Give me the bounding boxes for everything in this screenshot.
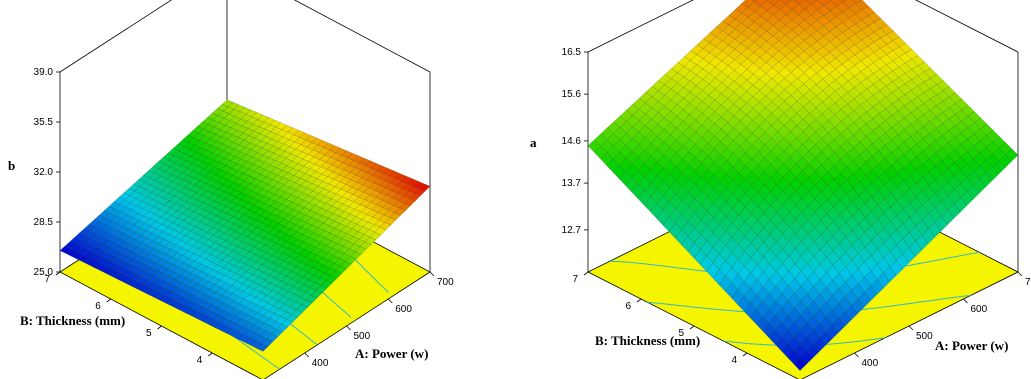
x-tick-label: 700 — [437, 277, 454, 288]
y-tick-label: 4 — [197, 355, 203, 366]
y-tick-label: 6 — [95, 301, 101, 312]
x-tick-label: 600 — [395, 304, 412, 315]
y-tick-label: 4 — [731, 355, 737, 366]
y-axis-label: B: Thickness (mm) — [20, 313, 125, 328]
x-tick-mark — [908, 325, 914, 331]
x-axis-label: A: Power (w) — [355, 346, 428, 361]
y-tick-label: 5 — [678, 328, 684, 339]
surface-chart-b: 25.028.532.035.539.030040050060070034567… — [8, 0, 454, 379]
z-tick-label: 25.0 — [34, 267, 54, 278]
y-tick-mark — [208, 352, 213, 357]
z-tick-label: 14.6 — [562, 136, 582, 147]
right-wall-top-edge — [915, 0, 1019, 53]
x-tick-mark — [963, 298, 968, 304]
y-tick-label: 5 — [146, 328, 152, 339]
left-wall-top-edge — [59, 0, 173, 73]
surface-chart-a: 12.713.714.615.616.530040050060070034567… — [530, 0, 1031, 379]
x-tick-mark — [1017, 271, 1023, 277]
y-tick-mark — [636, 298, 642, 303]
z-tick-label: 39.0 — [34, 67, 54, 78]
z-axis-label: a — [530, 135, 537, 150]
x-tick-label: 700 — [1025, 277, 1031, 288]
x-tick-label: 400 — [312, 358, 329, 369]
y-tick-mark — [583, 271, 589, 276]
z-tick-label: 32.0 — [34, 167, 54, 178]
y-tick-label: 7 — [572, 274, 578, 285]
y-tick-mark — [157, 325, 162, 330]
x-tick-label: 500 — [354, 331, 371, 342]
z-tick-label: 13.7 — [562, 178, 582, 189]
y-tick-label: 6 — [625, 301, 631, 312]
z-tick-label: 28.5 — [34, 217, 54, 228]
x-tick-mark — [854, 352, 859, 358]
x-tick-mark — [429, 271, 435, 277]
surface-patch — [751, 0, 757, 2]
surface-patch — [829, 0, 832, 1]
x-axis-label: A: Power (w) — [935, 338, 1008, 353]
x-tick-label: 600 — [971, 304, 988, 315]
x-tick-label: 400 — [862, 358, 879, 369]
y-tick-mark — [742, 352, 748, 357]
z-tick-label: 15.6 — [562, 89, 582, 100]
x-tick-mark — [304, 352, 310, 358]
z-tick-label: 16.5 — [562, 47, 582, 58]
z-tick-label: 12.7 — [562, 225, 582, 236]
surface-patch — [840, 0, 847, 3]
y-tick-mark — [689, 325, 695, 330]
z-tick-label: 35.5 — [34, 117, 54, 128]
response-surface — [587, 0, 1019, 371]
left-wall-top-edge — [587, 0, 694, 53]
surface-patch — [793, 357, 807, 371]
y-tick-label: 7 — [44, 274, 50, 285]
right-wall-top-edge — [293, 0, 431, 73]
y-tick-mark — [106, 298, 111, 303]
z-axis-label: b — [8, 158, 15, 173]
response-surface — [59, 99, 431, 352]
surface-patch — [256, 343, 269, 352]
x-tick-mark — [387, 298, 393, 304]
y-tick-mark — [55, 271, 61, 276]
x-tick-mark — [346, 325, 351, 331]
y-axis-label: B: Thickness (mm) — [595, 333, 700, 348]
x-tick-label: 500 — [916, 331, 933, 342]
